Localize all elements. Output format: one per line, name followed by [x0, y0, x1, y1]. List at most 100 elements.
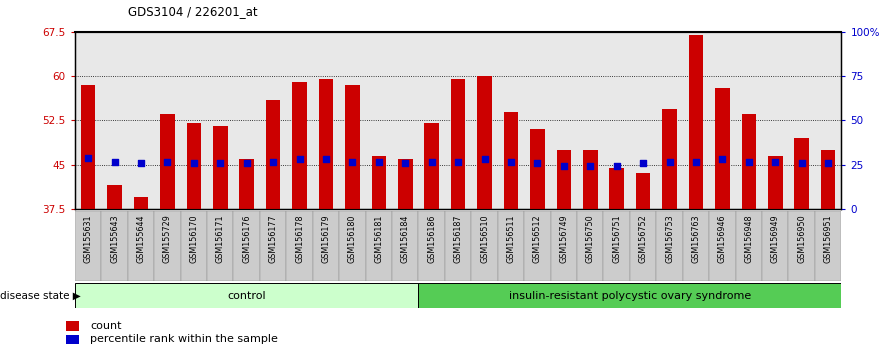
Text: GSM156512: GSM156512 [533, 214, 542, 263]
Bar [207, 211, 233, 281]
Bar [107, 185, 122, 209]
Point [715, 156, 729, 161]
Point [107, 159, 122, 165]
Bar [372, 156, 386, 209]
Bar [266, 100, 280, 209]
Bar [187, 123, 201, 209]
Bar [240, 159, 254, 209]
Point [478, 156, 492, 161]
Point [663, 159, 677, 165]
Bar [339, 211, 366, 281]
Text: GSM156751: GSM156751 [612, 214, 621, 263]
Bar [689, 35, 703, 209]
Point [530, 161, 544, 166]
Text: GSM155729: GSM155729 [163, 214, 172, 263]
Text: GDS3104 / 226201_at: GDS3104 / 226201_at [128, 5, 257, 18]
Bar [181, 211, 207, 281]
Bar [478, 76, 492, 209]
Bar [319, 79, 333, 209]
Bar [292, 82, 307, 209]
Text: percentile rank within the sample: percentile rank within the sample [91, 335, 278, 344]
Point [689, 159, 703, 165]
Bar [134, 197, 148, 209]
Bar [583, 150, 597, 209]
Bar [160, 114, 174, 209]
Bar [795, 138, 809, 209]
Point [266, 159, 280, 165]
Bar [557, 150, 571, 209]
Bar [398, 159, 412, 209]
Point [134, 161, 148, 166]
Text: GSM156187: GSM156187 [454, 214, 463, 263]
Bar [471, 211, 498, 281]
Bar [425, 123, 439, 209]
Point [160, 159, 174, 165]
Point [795, 161, 809, 166]
Text: GSM156177: GSM156177 [269, 214, 278, 263]
Text: GSM156950: GSM156950 [797, 214, 806, 263]
Text: count: count [91, 321, 122, 331]
Bar [821, 150, 835, 209]
Bar [742, 114, 756, 209]
Bar [213, 126, 227, 209]
Point [768, 159, 782, 165]
Bar [66, 335, 79, 344]
Point [319, 156, 333, 161]
Point [81, 155, 95, 160]
Bar [709, 211, 736, 281]
Bar [498, 211, 524, 281]
Point [372, 159, 386, 165]
Point [213, 161, 227, 166]
Text: GSM156752: GSM156752 [639, 214, 648, 263]
Point [187, 161, 201, 166]
Text: GSM156180: GSM156180 [348, 214, 357, 263]
Point [583, 163, 597, 169]
Point [398, 161, 412, 166]
Bar [762, 211, 788, 281]
Bar [610, 167, 624, 209]
Bar [286, 211, 313, 281]
Bar [630, 211, 656, 281]
Text: GSM156763: GSM156763 [692, 214, 700, 263]
Text: GSM156178: GSM156178 [295, 214, 304, 263]
Text: control: control [227, 291, 266, 301]
Bar [656, 211, 683, 281]
Point [240, 161, 254, 166]
Point [504, 159, 518, 165]
Bar [736, 211, 762, 281]
Point [425, 159, 439, 165]
Text: GSM155643: GSM155643 [110, 214, 119, 263]
Text: GSM156170: GSM156170 [189, 214, 198, 263]
Point [742, 159, 756, 165]
Text: GSM156948: GSM156948 [744, 214, 753, 263]
Bar [504, 112, 518, 209]
Point [821, 161, 835, 166]
Bar [524, 211, 551, 281]
Bar [366, 211, 392, 281]
Bar [530, 129, 544, 209]
Text: GSM156753: GSM156753 [665, 214, 674, 263]
Text: GSM156510: GSM156510 [480, 214, 489, 263]
Bar [451, 79, 465, 209]
Text: GSM156949: GSM156949 [771, 214, 780, 263]
Text: GSM156186: GSM156186 [427, 214, 436, 263]
Bar [768, 156, 782, 209]
Bar [577, 211, 603, 281]
Bar [551, 211, 577, 281]
Bar [788, 211, 815, 281]
Bar [715, 88, 729, 209]
Text: GSM155644: GSM155644 [137, 214, 145, 263]
Text: disease state ▶: disease state ▶ [0, 291, 81, 301]
Bar [128, 211, 154, 281]
Bar [636, 173, 650, 209]
Bar [154, 211, 181, 281]
Bar [418, 283, 841, 308]
Bar [663, 109, 677, 209]
Bar [418, 211, 445, 281]
Text: GSM156179: GSM156179 [322, 214, 330, 263]
Text: insulin-resistant polycystic ovary syndrome: insulin-resistant polycystic ovary syndr… [509, 291, 751, 301]
Text: GSM156184: GSM156184 [401, 214, 410, 263]
Point [610, 163, 624, 169]
Bar [233, 211, 260, 281]
Text: GSM156171: GSM156171 [216, 214, 225, 263]
